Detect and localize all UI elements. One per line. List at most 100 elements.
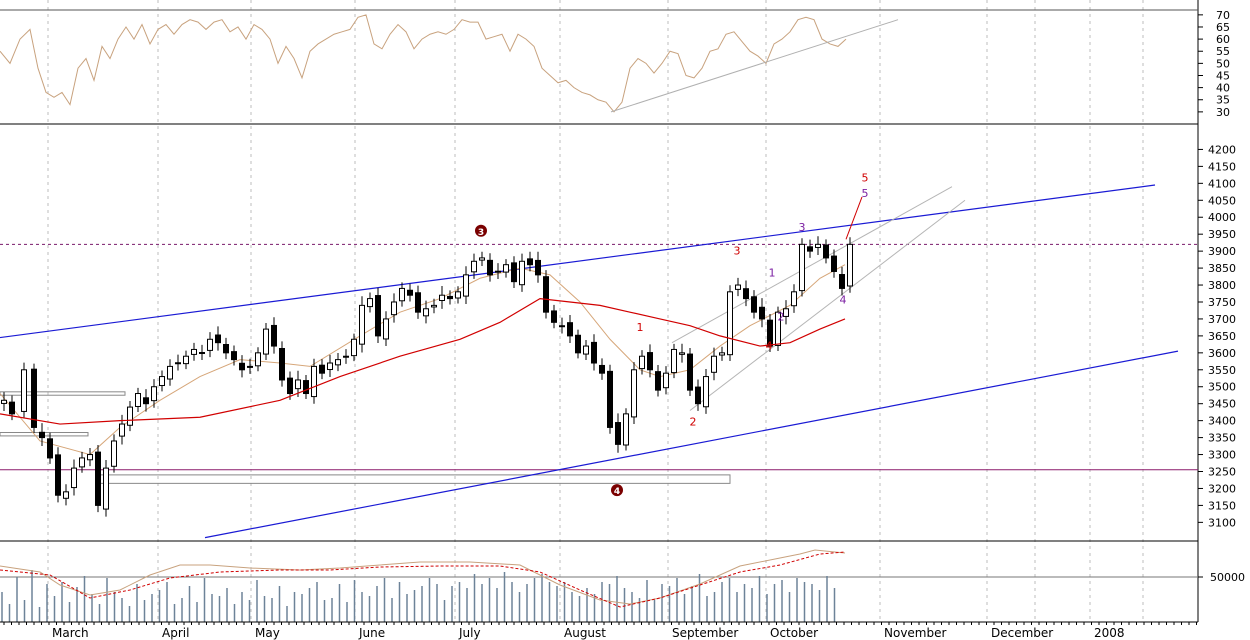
candle-down — [271, 324, 277, 347]
candle-up — [391, 301, 397, 316]
candle-down — [759, 306, 765, 320]
candle-down — [407, 289, 413, 296]
candle-up — [791, 291, 797, 307]
candle-down — [647, 352, 653, 371]
candle-up — [351, 338, 357, 357]
candle-up — [623, 413, 629, 446]
candle-down — [543, 276, 549, 313]
price-tick-label: 3700 — [1208, 313, 1236, 326]
candle-down — [319, 364, 325, 374]
price-tick-label: 4150 — [1208, 160, 1236, 173]
candle-up — [399, 287, 405, 302]
x-tick-label: September — [672, 626, 738, 640]
price-tick-label: 3900 — [1208, 245, 1236, 258]
x-axis: March April May June July August September Octo… — [0, 621, 1198, 640]
candle-up — [191, 348, 197, 355]
candle-down — [695, 386, 701, 405]
oscillator-panel — [0, 14, 899, 113]
wave-label: 1 — [769, 267, 776, 280]
candle-up — [79, 457, 85, 468]
candle-down — [39, 431, 45, 439]
x-tick-label: July — [458, 626, 481, 640]
wave-label: 4 — [840, 294, 847, 307]
candle-up — [159, 376, 165, 387]
price-tick-label: 3950 — [1208, 228, 1236, 241]
osc-tick-label: 65 — [1216, 21, 1230, 34]
candle-up — [135, 393, 141, 407]
candle-down — [199, 352, 205, 355]
candle-down — [303, 380, 309, 395]
candle-up — [719, 352, 725, 356]
chart-background — [0, 0, 1198, 640]
candle-down — [511, 262, 517, 283]
candle-down — [615, 422, 621, 445]
candle-down — [215, 334, 221, 344]
osc-tick-label: 50 — [1216, 57, 1230, 70]
candle-up — [631, 369, 637, 418]
candle-up — [703, 376, 709, 408]
x-tick-label: June — [358, 626, 385, 640]
volume-ma-solid — [0, 549, 846, 605]
price-tick-label: 3500 — [1208, 381, 1236, 394]
panel-frames — [0, 0, 1199, 622]
price-tick-label: 3550 — [1208, 364, 1236, 377]
candle-up — [63, 491, 69, 499]
slow-moving-average — [0, 297, 846, 425]
wave-label: 4 — [766, 339, 773, 352]
marker-label: 3 — [478, 228, 484, 238]
marker-circle — [611, 484, 623, 497]
x-tick-label: 2008 — [1094, 626, 1125, 640]
price-tick-label: 3850 — [1208, 262, 1236, 275]
candle-down — [743, 288, 749, 300]
candle-down — [751, 296, 757, 313]
candle-down — [839, 274, 845, 289]
price-tick-label: 3650 — [1208, 330, 1236, 343]
candle-up — [671, 348, 677, 374]
candle-up — [431, 304, 437, 308]
x-tick-label: March — [52, 626, 89, 640]
osc-tick-label: 45 — [1216, 69, 1230, 82]
candle-up — [151, 386, 157, 402]
candle-down — [551, 310, 557, 323]
candle-up — [423, 308, 429, 317]
osc-tick-label: 55 — [1216, 45, 1230, 58]
candle-up — [263, 328, 269, 355]
fan-line — [689, 199, 966, 411]
candle-down — [607, 370, 613, 428]
candle-up — [247, 365, 253, 368]
candle-down — [487, 259, 493, 276]
candle-up — [639, 355, 645, 370]
candle-down — [575, 334, 581, 354]
osc-tick-label: 35 — [1216, 94, 1230, 107]
candle-up — [335, 359, 341, 366]
price-panel: 3 1 2 3 4 5 5 1 2 4 3 4 — [0, 172, 1198, 539]
candle-down — [767, 319, 773, 347]
wave-label: 3 — [799, 221, 806, 234]
osc-tick-label: 70 — [1216, 9, 1230, 22]
candle-down — [807, 246, 813, 252]
x-tick-label: October — [770, 626, 818, 640]
x-tick-label: August — [564, 626, 606, 640]
wave-label: 2 — [778, 311, 785, 324]
projection-line — [845, 196, 863, 240]
candle-down — [231, 351, 237, 361]
candle-up — [775, 311, 781, 346]
candle-down — [287, 377, 293, 395]
candle-up — [583, 345, 589, 355]
candle-down — [375, 295, 381, 337]
price-tick-label: 3200 — [1208, 482, 1236, 495]
candle-down — [223, 344, 229, 354]
candle-up — [295, 379, 301, 390]
candle-up — [343, 355, 349, 358]
x-tick-label: April — [162, 626, 189, 640]
candle-up — [727, 291, 733, 356]
volume-tick-label: 50000 — [1210, 571, 1245, 584]
candle-down — [415, 292, 421, 313]
candle-up — [207, 338, 213, 351]
candle-up — [439, 294, 445, 301]
candle-up — [167, 365, 173, 380]
candle-up — [127, 406, 133, 426]
osc-tick-label: 30 — [1216, 106, 1230, 119]
